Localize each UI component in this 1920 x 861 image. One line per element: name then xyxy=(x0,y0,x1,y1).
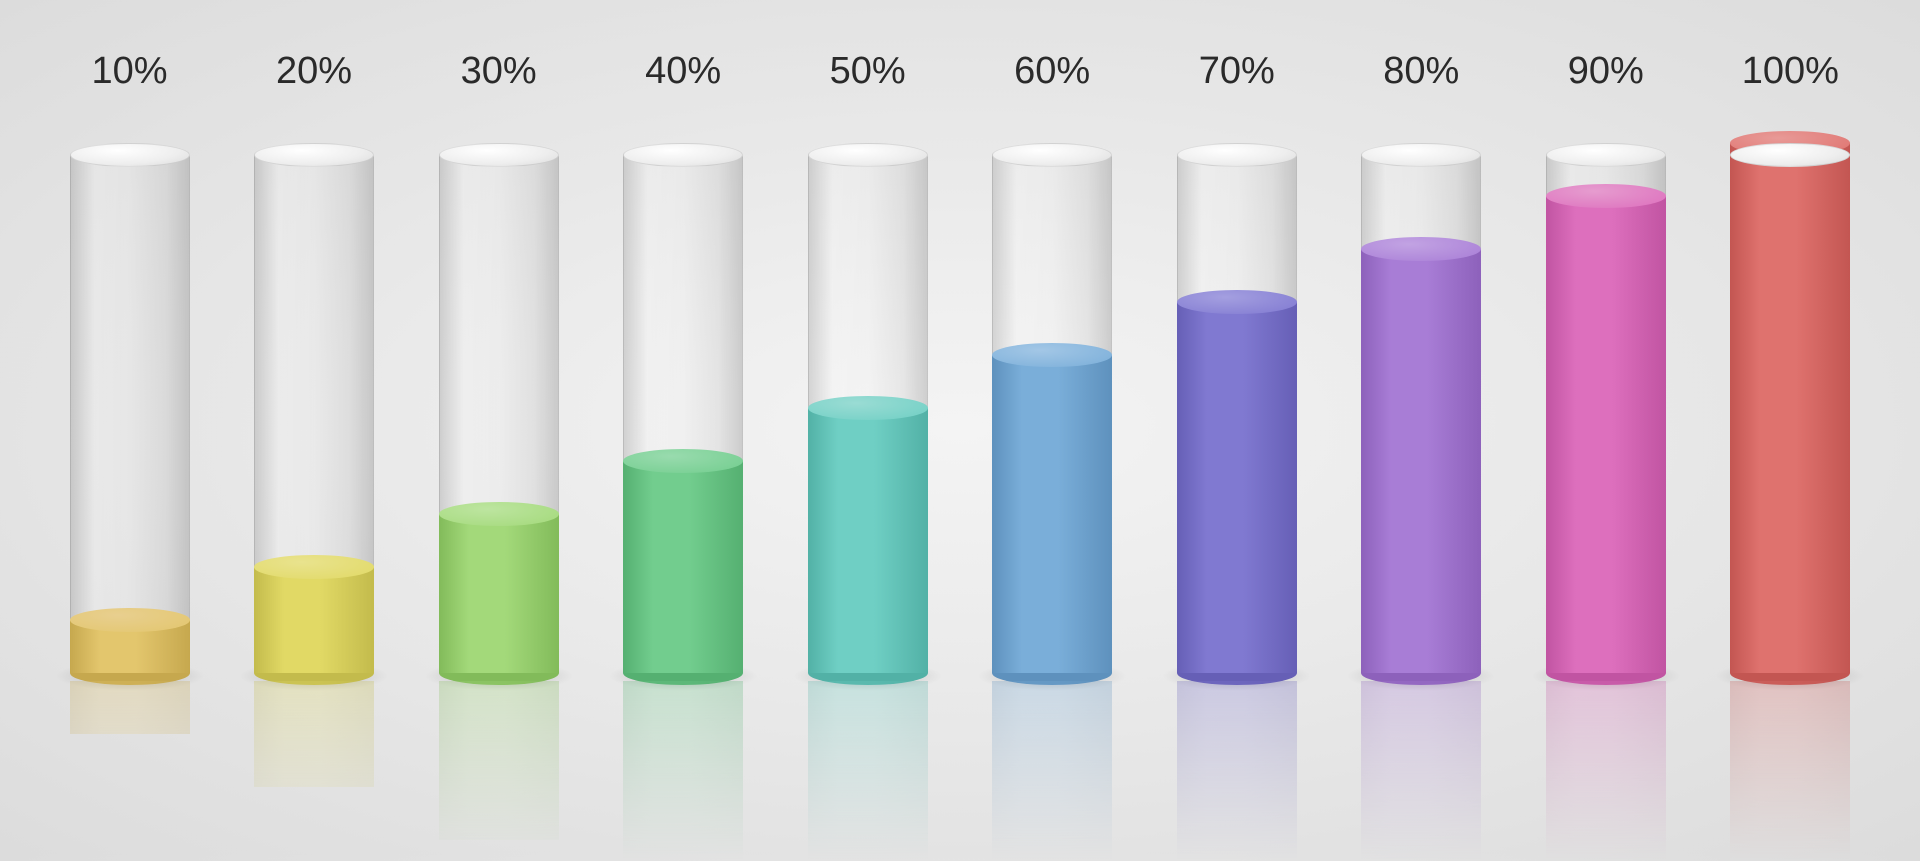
cylinder-wrapper xyxy=(439,143,559,673)
cylinder-fill xyxy=(70,620,190,673)
cylinder-wrapper xyxy=(1361,143,1481,673)
cylinder-wrapper xyxy=(1177,143,1297,673)
glass-tube xyxy=(70,143,190,673)
cylinder-wrapper xyxy=(992,143,1112,673)
cylinder-label: 70% xyxy=(1199,50,1275,93)
cylinder-label: 20% xyxy=(276,50,352,93)
cylinder-unit: 90% xyxy=(1521,50,1691,673)
cylinder-unit: 80% xyxy=(1336,50,1506,673)
cylinder-chart: 10% 20% 30% 40% 50% 60% 70% 80% 90% 100% xyxy=(0,0,1920,853)
reflection xyxy=(1730,681,1850,861)
cylinder-fill xyxy=(439,514,559,673)
cylinder-fill xyxy=(808,408,928,673)
reflection xyxy=(439,681,559,861)
cylinder-wrapper xyxy=(623,143,743,673)
cylinder-fill xyxy=(1361,249,1481,673)
cylinder-fill xyxy=(254,567,374,673)
cylinder-fill xyxy=(992,355,1112,673)
cylinder-label: 30% xyxy=(461,50,537,93)
cylinder-unit: 40% xyxy=(598,50,768,673)
cylinder-label: 40% xyxy=(645,50,721,93)
cylinder-wrapper xyxy=(70,143,190,673)
reflection xyxy=(1361,681,1481,861)
cylinder-fill xyxy=(1546,196,1666,673)
cylinder-wrapper xyxy=(1546,143,1666,673)
cylinder-fill xyxy=(1730,143,1850,673)
cylinder-unit: 10% xyxy=(45,50,215,673)
cylinder-wrapper xyxy=(254,143,374,673)
cylinder-label: 10% xyxy=(92,50,168,93)
cylinder-label: 60% xyxy=(1014,50,1090,93)
cylinder-fill xyxy=(623,461,743,673)
cylinder-label: 80% xyxy=(1383,50,1459,93)
reflection xyxy=(1177,681,1297,861)
cylinder-wrapper xyxy=(808,143,928,673)
reflection xyxy=(254,681,374,861)
cylinder-label: 50% xyxy=(830,50,906,93)
reflection xyxy=(992,681,1112,861)
cylinder-unit: 50% xyxy=(783,50,953,673)
cylinder-wrapper xyxy=(1730,143,1850,673)
cylinder-fill xyxy=(1177,302,1297,673)
reflection xyxy=(623,681,743,861)
cylinder-label: 100% xyxy=(1742,50,1839,93)
cylinder-unit: 60% xyxy=(967,50,1137,673)
reflection xyxy=(808,681,928,861)
cylinder-unit: 70% xyxy=(1152,50,1322,673)
reflection xyxy=(1546,681,1666,861)
cylinder-unit: 30% xyxy=(414,50,584,673)
cylinder-unit: 100% xyxy=(1705,50,1875,673)
cylinder-label: 90% xyxy=(1568,50,1644,93)
cylinder-unit: 20% xyxy=(229,50,399,673)
reflection xyxy=(70,681,190,861)
